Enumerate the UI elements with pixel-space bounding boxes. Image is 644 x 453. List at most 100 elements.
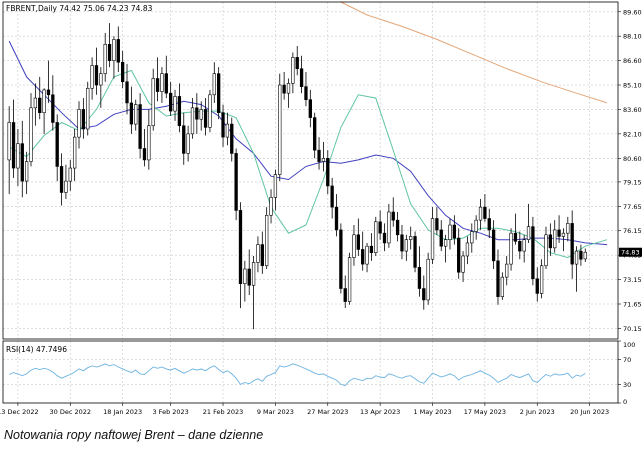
candle bbox=[29, 93, 33, 167]
candle-body-down bbox=[59, 166, 64, 193]
candle bbox=[339, 223, 343, 294]
price-tick-label: 77.65 bbox=[623, 203, 642, 211]
candle-body-down bbox=[230, 123, 234, 154]
candle-body-down bbox=[513, 232, 518, 242]
candle bbox=[186, 125, 190, 162]
candle bbox=[64, 164, 68, 199]
candle-body-down bbox=[548, 234, 553, 249]
candle-body-up bbox=[387, 211, 391, 244]
candle-body-up bbox=[190, 107, 195, 135]
candle bbox=[112, 36, 116, 79]
candle-body-down bbox=[395, 219, 400, 236]
candle bbox=[548, 223, 553, 256]
moving-average-line bbox=[8, 40, 608, 246]
candle-body-down bbox=[121, 61, 125, 83]
candle-body-down bbox=[557, 229, 561, 237]
candle-body-down bbox=[142, 148, 147, 161]
candle-body-up bbox=[561, 232, 566, 237]
candle bbox=[566, 216, 570, 242]
candle bbox=[103, 32, 107, 82]
candle-body-down bbox=[496, 260, 500, 297]
price-tick-label: 85.10 bbox=[623, 82, 642, 90]
candle-body-down bbox=[579, 250, 583, 260]
candle bbox=[505, 255, 509, 286]
price-tick-label: 73.15 bbox=[623, 276, 642, 284]
current-price-label: 74.83 bbox=[621, 249, 640, 257]
candle bbox=[55, 114, 59, 182]
candle-body-up bbox=[365, 245, 369, 265]
candle bbox=[334, 194, 339, 237]
candle bbox=[430, 207, 435, 265]
candle-body-down bbox=[217, 73, 221, 114]
candle bbox=[513, 213, 518, 245]
time-tick-label: 9 Mar 2023 bbox=[257, 408, 294, 416]
rsi-tick-label: 0 bbox=[623, 398, 627, 406]
candle-body-up bbox=[583, 251, 587, 260]
candle bbox=[20, 120, 24, 198]
candle-body-up bbox=[291, 57, 295, 84]
candle-body-down bbox=[378, 221, 382, 234]
candle-body-up bbox=[526, 226, 531, 240]
candle bbox=[212, 62, 216, 103]
candle bbox=[173, 89, 177, 121]
candle bbox=[374, 216, 378, 256]
candle bbox=[46, 60, 51, 103]
candle-body-down bbox=[20, 143, 24, 182]
candle bbox=[225, 112, 230, 146]
price-title-group: FBRENT,Daily 74.42 75.06 74.23 74.83 bbox=[6, 4, 153, 13]
candle bbox=[282, 72, 286, 100]
candle-body-down bbox=[535, 278, 539, 294]
candle bbox=[86, 81, 90, 136]
candle-body-down bbox=[125, 81, 129, 104]
time-tick-label: 3 Feb 2023 bbox=[152, 408, 188, 416]
candle bbox=[465, 236, 470, 265]
candle-body-up bbox=[134, 104, 138, 125]
candle bbox=[526, 203, 531, 243]
candle-body-down bbox=[155, 78, 160, 92]
rsi-line bbox=[9, 363, 586, 387]
candle bbox=[251, 255, 256, 330]
candle bbox=[391, 197, 395, 227]
time-axis: 13 Dec 2022 30 Dec 2022 18 Jan 2023 3 Feb 2… bbox=[0, 403, 609, 416]
candle-body-down bbox=[356, 234, 360, 250]
rsi-grid bbox=[3, 359, 618, 385]
candle bbox=[151, 68, 155, 131]
candle bbox=[11, 99, 16, 178]
candle bbox=[164, 55, 168, 99]
candle-body-down bbox=[46, 89, 51, 96]
price-axis: 89.60 88.10 86.60 85.10 83.60 82.10 80.60 79.15… bbox=[618, 8, 642, 333]
candle-body-down bbox=[439, 229, 443, 247]
candle bbox=[16, 128, 20, 186]
candle bbox=[400, 225, 404, 260]
moving-average-line bbox=[8, 69, 608, 259]
candle-body-down bbox=[422, 288, 426, 301]
candle-body-up bbox=[225, 123, 230, 138]
candle bbox=[539, 259, 544, 299]
candle bbox=[313, 112, 317, 159]
candle bbox=[387, 203, 391, 248]
candle-body-up bbox=[243, 268, 247, 284]
candle-body-up bbox=[461, 255, 465, 273]
candle bbox=[273, 169, 278, 211]
candle-body-up bbox=[474, 219, 478, 232]
candle-body-down bbox=[55, 122, 59, 167]
candle-body-down bbox=[326, 157, 330, 187]
candle bbox=[435, 207, 439, 235]
candle-body-up bbox=[29, 107, 33, 162]
candle-body-down bbox=[382, 232, 387, 244]
candle bbox=[535, 267, 539, 302]
candle-body-down bbox=[570, 223, 574, 265]
candle-body-up bbox=[112, 39, 116, 61]
candle bbox=[121, 50, 125, 89]
candle-body-up bbox=[33, 97, 38, 109]
candle-body-up bbox=[64, 180, 68, 193]
candle bbox=[24, 151, 29, 195]
candle-body-down bbox=[51, 94, 55, 123]
candle-body-down bbox=[531, 226, 535, 280]
candle bbox=[42, 88, 46, 134]
candle-body-down bbox=[116, 39, 120, 63]
candle-body-up bbox=[352, 234, 356, 258]
time-tick-label: 27 Mar 2023 bbox=[307, 408, 348, 416]
candle bbox=[278, 73, 282, 182]
